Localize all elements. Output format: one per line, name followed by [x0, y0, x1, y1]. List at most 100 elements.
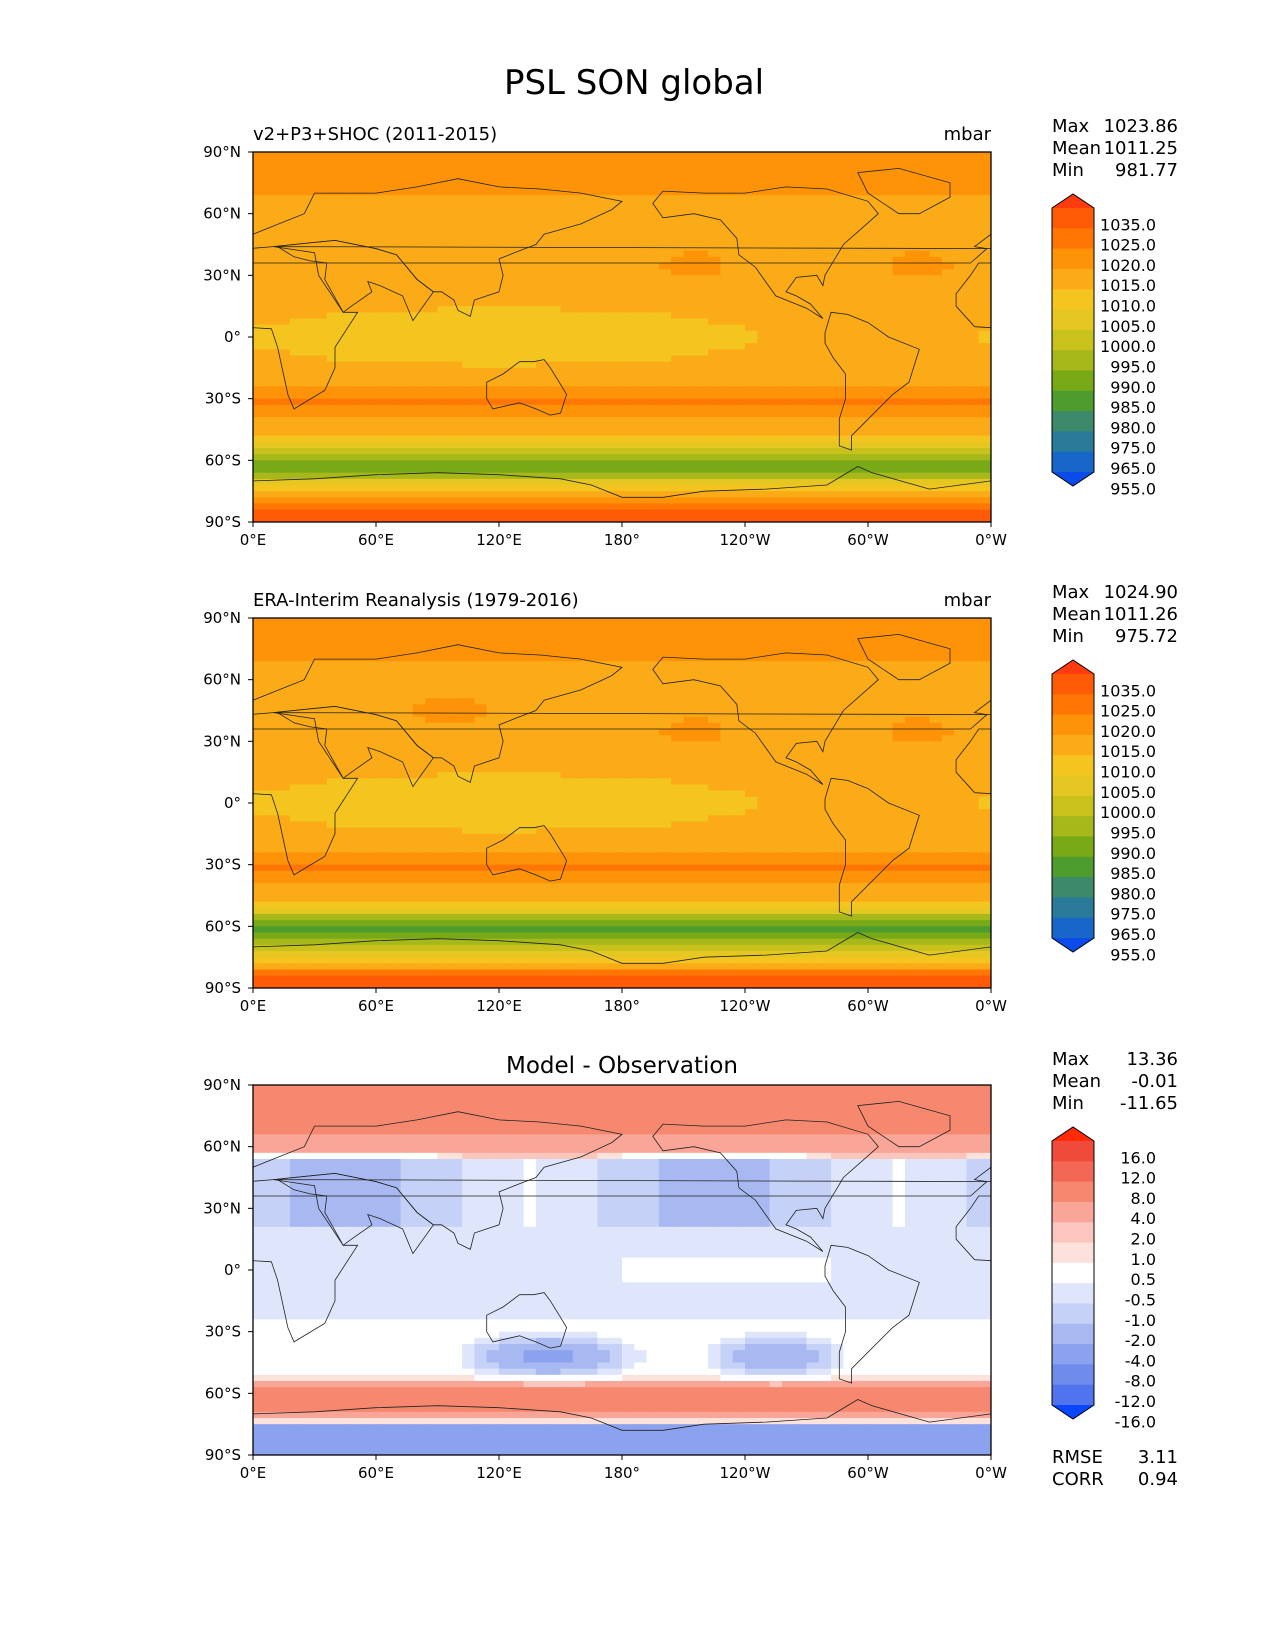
- panel-2: ERA-Interim Reanalysis (1979-2016) mbar 0°…: [203, 582, 1178, 1015]
- x-tick-label: 120°W: [720, 1464, 771, 1482]
- colorbar-segment: [1052, 431, 1094, 453]
- colorbar-segment: [1052, 1201, 1094, 1223]
- panel-units: mbar: [944, 124, 992, 145]
- y-tick-label: 0°: [224, 1261, 241, 1279]
- coastline: [253, 644, 623, 783]
- colorbar-label: -2.0: [1125, 1331, 1156, 1350]
- colorbar-label: 1000.0: [1100, 803, 1156, 822]
- y-tick-label: 60°S: [205, 1384, 241, 1402]
- coastline: [486, 825, 568, 882]
- colorbar-segment: [1052, 1262, 1094, 1284]
- y-tick-label: 90°S: [205, 1446, 241, 1464]
- y-tick-label: 30°S: [205, 390, 241, 408]
- x-tick-label: 60°E: [358, 1464, 394, 1482]
- colorbar-outline: [1051, 659, 1095, 953]
- y-tick-label: 90°S: [205, 979, 241, 997]
- x-tick-label: 180°: [604, 997, 640, 1015]
- colorbar-segment: [1052, 1344, 1094, 1365]
- coastline: [253, 1399, 991, 1455]
- y-tick-label: 90°N: [203, 143, 241, 161]
- x-tick-label: 60°E: [358, 531, 394, 549]
- colorbar-segment: [1052, 390, 1094, 412]
- colorbar-label: 12.0: [1120, 1169, 1156, 1188]
- colorbar-segment: [1052, 856, 1094, 878]
- y-tick-label: 90°S: [205, 513, 241, 531]
- y-tick-label: 90°N: [203, 1076, 241, 1094]
- panel-title: ERA-Interim Reanalysis (1979-2016): [253, 590, 579, 611]
- colorbar-label: 8.0: [1131, 1189, 1156, 1208]
- x-tick-label: 180°: [604, 1464, 640, 1482]
- colorbar-label: 955.0: [1110, 479, 1156, 498]
- y-tick-label: 30°S: [205, 1323, 241, 1341]
- colorbar-label: -12.0: [1115, 1392, 1156, 1411]
- metric-value: 0.94: [1138, 1469, 1178, 1490]
- colorbar-segment: [1052, 795, 1094, 817]
- colorbar-label: 1005.0: [1100, 317, 1156, 336]
- colorbar-segment: [1052, 350, 1094, 371]
- y-tick-label: 30°N: [203, 732, 241, 750]
- coastline: [955, 262, 991, 329]
- coastline: [253, 1179, 988, 1343]
- metric-label: RMSE: [1052, 1447, 1103, 1468]
- colorbar-label: -16.0: [1115, 1412, 1156, 1431]
- colorbar-label: -1.0: [1125, 1311, 1156, 1330]
- colorbar-segment: [1052, 289, 1094, 311]
- x-tick-label: 120°E: [476, 1464, 522, 1482]
- x-tick-label: 120°E: [476, 531, 522, 549]
- stat-label: Min: [1052, 1093, 1084, 1114]
- coastline: [857, 1100, 951, 1148]
- stat-label: Max: [1052, 1049, 1090, 1070]
- colorbar-label: 985.0: [1110, 398, 1156, 417]
- colorbar-segment: [1052, 1283, 1094, 1304]
- coastline: [824, 311, 920, 451]
- x-tick-label: 0°W: [975, 1464, 1007, 1482]
- y-tick-label: 30°N: [203, 1199, 241, 1217]
- colorbar-segment: [1052, 228, 1094, 250]
- colorbar-segment: [1052, 917, 1094, 939]
- colorbar-segment: [1052, 714, 1094, 736]
- colorbar-segment: [1052, 775, 1094, 797]
- stat-value: 1011.26: [1104, 604, 1178, 625]
- metric-value: 3.11: [1138, 1447, 1178, 1468]
- colorbar-label: 1010.0: [1100, 297, 1156, 316]
- field: [253, 618, 991, 988]
- coastline: [857, 633, 951, 681]
- stat-value: 975.72: [1115, 626, 1178, 647]
- stat-label: Mean: [1052, 138, 1101, 159]
- panel-units: mbar: [944, 590, 992, 611]
- y-tick-label: 90°N: [203, 609, 241, 627]
- colorbar-label: 985.0: [1110, 864, 1156, 883]
- field: [253, 1085, 991, 1455]
- colorbar-label: 1035.0: [1100, 681, 1156, 700]
- colorbar-label: 980.0: [1110, 884, 1156, 903]
- coastline: [824, 1244, 920, 1384]
- y-tick-label: 60°S: [205, 451, 241, 469]
- coastline: [652, 186, 879, 319]
- panels: v2+P3+SHOC (2011-2015) mbar 0°E 60°E 120°E 18…: [203, 116, 1178, 1490]
- x-tick-label: 0°W: [975, 997, 1007, 1015]
- y-tick-label: 60°N: [203, 1138, 241, 1156]
- colorbar-label: 1000.0: [1100, 337, 1156, 356]
- colorbar-segment: [1052, 1222, 1094, 1244]
- colorbar-segment: [1052, 248, 1094, 270]
- x-tick-label: 0°E: [240, 997, 267, 1015]
- colorbar-segment: [1052, 1242, 1094, 1264]
- colorbar-label: 965.0: [1110, 459, 1156, 478]
- colorbar-label: 975.0: [1110, 439, 1156, 458]
- colorbar-label: 4.0: [1131, 1209, 1156, 1228]
- colorbar-label: 990.0: [1110, 844, 1156, 863]
- panel-title: v2+P3+SHOC (2011-2015): [253, 124, 497, 145]
- y-tick-label: 60°S: [205, 917, 241, 935]
- panel-title: Model - Observation: [506, 1053, 738, 1079]
- colorbar-label: 955.0: [1110, 945, 1156, 964]
- colorbar-segment: [1052, 1161, 1094, 1183]
- stat-value: 1011.25: [1104, 138, 1178, 159]
- colorbar-label: 1020.0: [1100, 722, 1156, 741]
- colorbar-segment: [1052, 411, 1094, 432]
- y-tick-label: 0°: [224, 328, 241, 346]
- coastline: [253, 178, 623, 317]
- x-tick-label: 60°W: [847, 531, 889, 549]
- colorbar-extend-min: [1052, 472, 1094, 486]
